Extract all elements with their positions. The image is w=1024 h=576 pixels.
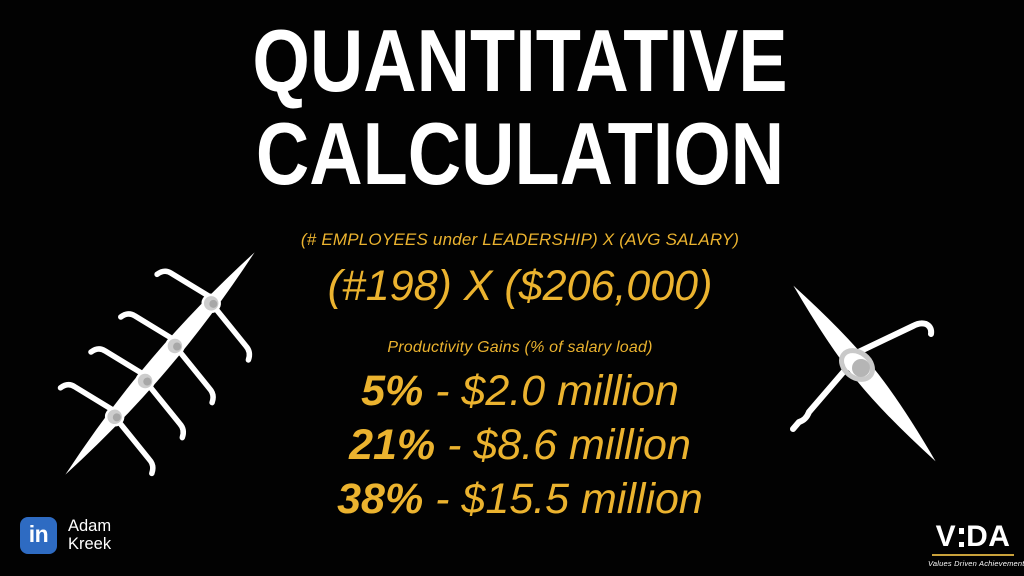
vida-wordmark: V DA (928, 522, 1018, 552)
vida-logo: V DA Values Driven Achievement (928, 522, 1024, 569)
author-name-line-2: Kreek (68, 534, 112, 553)
vida-letters-da: DA (966, 520, 1011, 553)
gain-amount: - $2.0 million (423, 367, 679, 415)
gain-amount: - $15.5 million (423, 475, 703, 523)
slide-title: QUANTITATIVE CALCULATION (90, 14, 950, 200)
author-name-line-1: Adam (68, 517, 112, 535)
vida-underline (932, 554, 1014, 556)
author-name: Adam Kreek (68, 517, 112, 553)
vida-letter-v: V (935, 520, 957, 553)
vida-colon-icon (958, 527, 964, 547)
linkedin-icon: in (20, 517, 57, 554)
gain-percent: 21% (349, 421, 436, 469)
rowing-quad-illustration (57, 252, 255, 477)
single-scull-illustration (790, 285, 936, 462)
linkedin-badge: in Adam Kreek (20, 517, 111, 554)
gain-percent: 5% (361, 367, 424, 415)
title-line-2: CALCULATION (255, 104, 785, 203)
vida-tagline: Values Driven Achievement (928, 559, 1024, 568)
title-line-1: QUANTITATIVE (252, 11, 788, 110)
gain-amount: - $8.6 million (435, 421, 691, 469)
gain-percent: 38% (337, 475, 424, 523)
